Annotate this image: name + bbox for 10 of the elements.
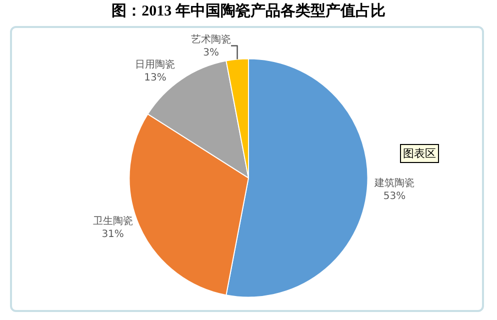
text: 图表区 bbox=[403, 147, 436, 160]
chart-title: 图：2013 年中国陶瓷产品各类型产值占比 bbox=[112, 2, 386, 20]
data-label: 53% bbox=[383, 190, 406, 202]
data-label: 31% bbox=[102, 228, 124, 240]
slice-label: 日用陶瓷 bbox=[135, 58, 176, 70]
data-label: 13% bbox=[144, 72, 166, 84]
slice-label: 艺术陶瓷 bbox=[191, 33, 232, 46]
slice-label: 卫生陶瓷 bbox=[92, 214, 133, 227]
data-label: 3% bbox=[203, 47, 219, 58]
slice-label: 建筑陶瓷 bbox=[373, 176, 414, 189]
